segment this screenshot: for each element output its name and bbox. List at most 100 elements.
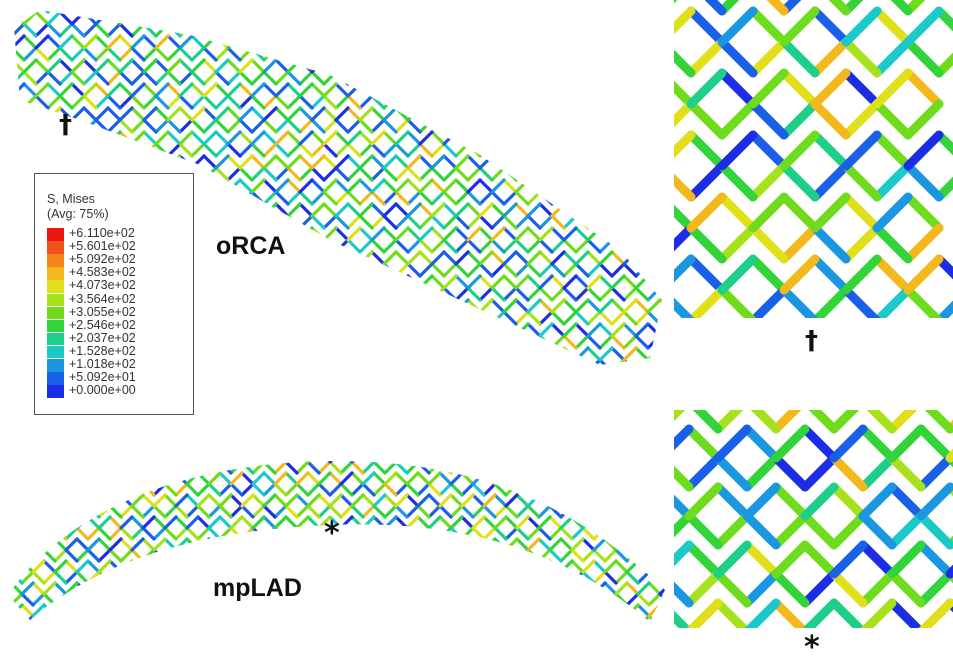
stent-strut <box>238 58 254 74</box>
stent-strut <box>570 471 585 486</box>
stent-strut <box>921 371 950 400</box>
stent-strut <box>506 429 517 440</box>
stent-strut <box>586 10 602 14</box>
stent-strut <box>550 429 561 440</box>
stent-strut <box>562 322 578 338</box>
stent-strut <box>163 581 178 596</box>
stent-strut <box>610 34 626 50</box>
stent-strut <box>286 178 302 194</box>
stent-strut <box>629 104 660 135</box>
stent-strut <box>478 190 494 206</box>
stent-strut <box>442 178 458 194</box>
stent-strut <box>99 627 110 638</box>
stent-strut <box>394 461 409 475</box>
stent-strut <box>418 46 434 62</box>
stent-strut <box>829 569 868 608</box>
stent-strut <box>202 310 218 326</box>
stent-strut <box>502 106 518 122</box>
stent-strut <box>598 310 614 326</box>
stent-strut <box>383 559 398 574</box>
stent-strut <box>82 10 98 14</box>
stent-strut <box>86 603 101 618</box>
stent-strut <box>538 154 554 170</box>
stent-strut <box>218 461 233 464</box>
stent-strut <box>97 504 112 519</box>
stent-strut <box>152 537 167 552</box>
stent-strut <box>418 178 434 194</box>
legend-value: +3.564e+02 <box>69 291 136 306</box>
stent-strut <box>537 537 552 552</box>
stent-strut <box>592 504 607 519</box>
stent-strut <box>405 461 420 464</box>
stent-strut <box>502 82 518 98</box>
stent-strut <box>328 548 343 563</box>
stent-strut <box>647 548 662 563</box>
stent-strut <box>306 614 321 622</box>
stent-strut <box>466 298 482 314</box>
stent-strut <box>646 70 662 86</box>
stent-strut <box>190 94 206 110</box>
stent-strut <box>616 627 627 638</box>
stent-strut <box>406 202 422 218</box>
stent-strut <box>350 461 365 475</box>
stent-strut <box>94 142 110 158</box>
stent-strut <box>106 142 122 158</box>
stent-strut <box>438 526 453 541</box>
stent-strut <box>346 310 362 326</box>
stent-strut <box>262 10 278 14</box>
stent-strut <box>262 58 278 74</box>
stent-strut <box>22 70 38 86</box>
stent-strut <box>106 58 122 74</box>
stent-strut <box>418 298 434 314</box>
stent-strut <box>58 22 74 38</box>
stent-strut <box>273 493 288 508</box>
stent-strut <box>86 515 101 530</box>
stent-strut <box>442 286 458 302</box>
stent-strut <box>594 638 605 649</box>
stent-strut <box>810 99 851 140</box>
stent-strut <box>370 298 386 314</box>
stent-strut <box>317 581 332 596</box>
stent-strut <box>674 540 694 567</box>
stent-strut <box>190 10 206 26</box>
stent-strut <box>841 254 882 295</box>
stent-strut <box>526 614 541 622</box>
stent-strut <box>684 168 696 180</box>
stent-strut <box>622 310 638 326</box>
stent-strut <box>570 559 585 574</box>
stent-strut <box>250 190 266 206</box>
stent-strut <box>163 482 178 497</box>
stent-strut <box>442 310 458 326</box>
stent-strut <box>229 461 244 475</box>
stent-strut <box>490 130 506 146</box>
stent-strut <box>82 154 98 170</box>
stent-strut <box>502 322 518 338</box>
stent-strut <box>658 548 665 563</box>
stent-strut <box>322 286 338 302</box>
stent-strut <box>214 106 230 122</box>
stent-strut <box>671 638 682 649</box>
stent-strut <box>264 638 275 649</box>
stent-strut <box>526 493 541 508</box>
stent-strut <box>77 638 88 649</box>
stent-strut <box>346 358 362 365</box>
stent-strut <box>253 638 264 649</box>
stent-strut <box>438 515 453 530</box>
stent-strut <box>202 94 218 110</box>
stent-strut <box>226 310 242 326</box>
stent-strut <box>0 300 12 312</box>
stent-strut <box>86 461 101 475</box>
stent-strut <box>226 190 242 206</box>
stent-strut <box>771 598 808 628</box>
stent-strut <box>286 226 302 242</box>
stent-strut <box>562 82 578 98</box>
stent-strut <box>31 603 46 618</box>
stent-strut <box>295 504 310 519</box>
stent-strut <box>94 58 110 74</box>
stent-strut <box>273 537 288 552</box>
stent-strut <box>574 226 590 242</box>
stent-strut <box>178 34 194 50</box>
stent-strut <box>406 334 422 350</box>
stent-strut <box>514 202 530 218</box>
stent-strut <box>539 429 550 440</box>
